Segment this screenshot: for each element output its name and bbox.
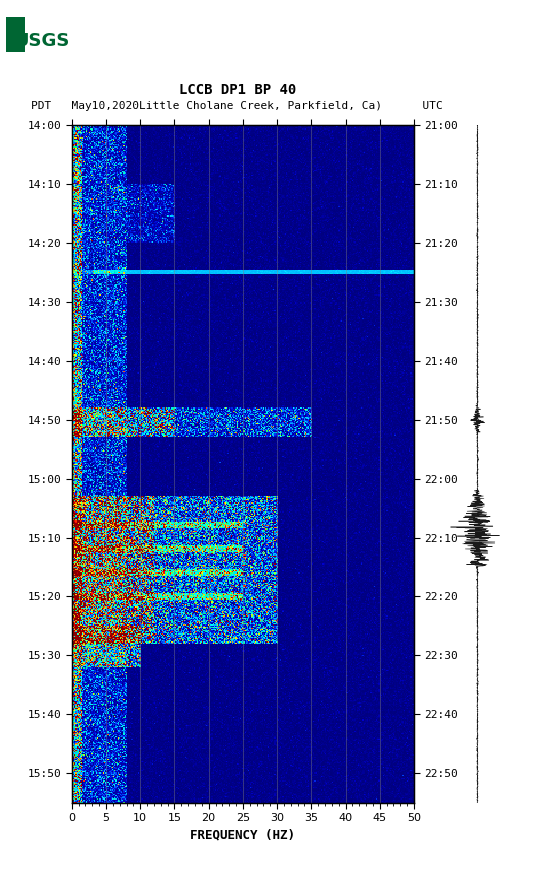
X-axis label: FREQUENCY (HZ): FREQUENCY (HZ)	[190, 829, 295, 842]
Bar	[6, 17, 25, 52]
Text: USGS: USGS	[14, 32, 70, 50]
Text: LCCB DP1 BP 40: LCCB DP1 BP 40	[179, 83, 296, 96]
Text: PDT   May10,2020Little Cholane Creek, Parkfield, Ca)      UTC: PDT May10,2020Little Cholane Creek, Park…	[31, 101, 443, 111]
